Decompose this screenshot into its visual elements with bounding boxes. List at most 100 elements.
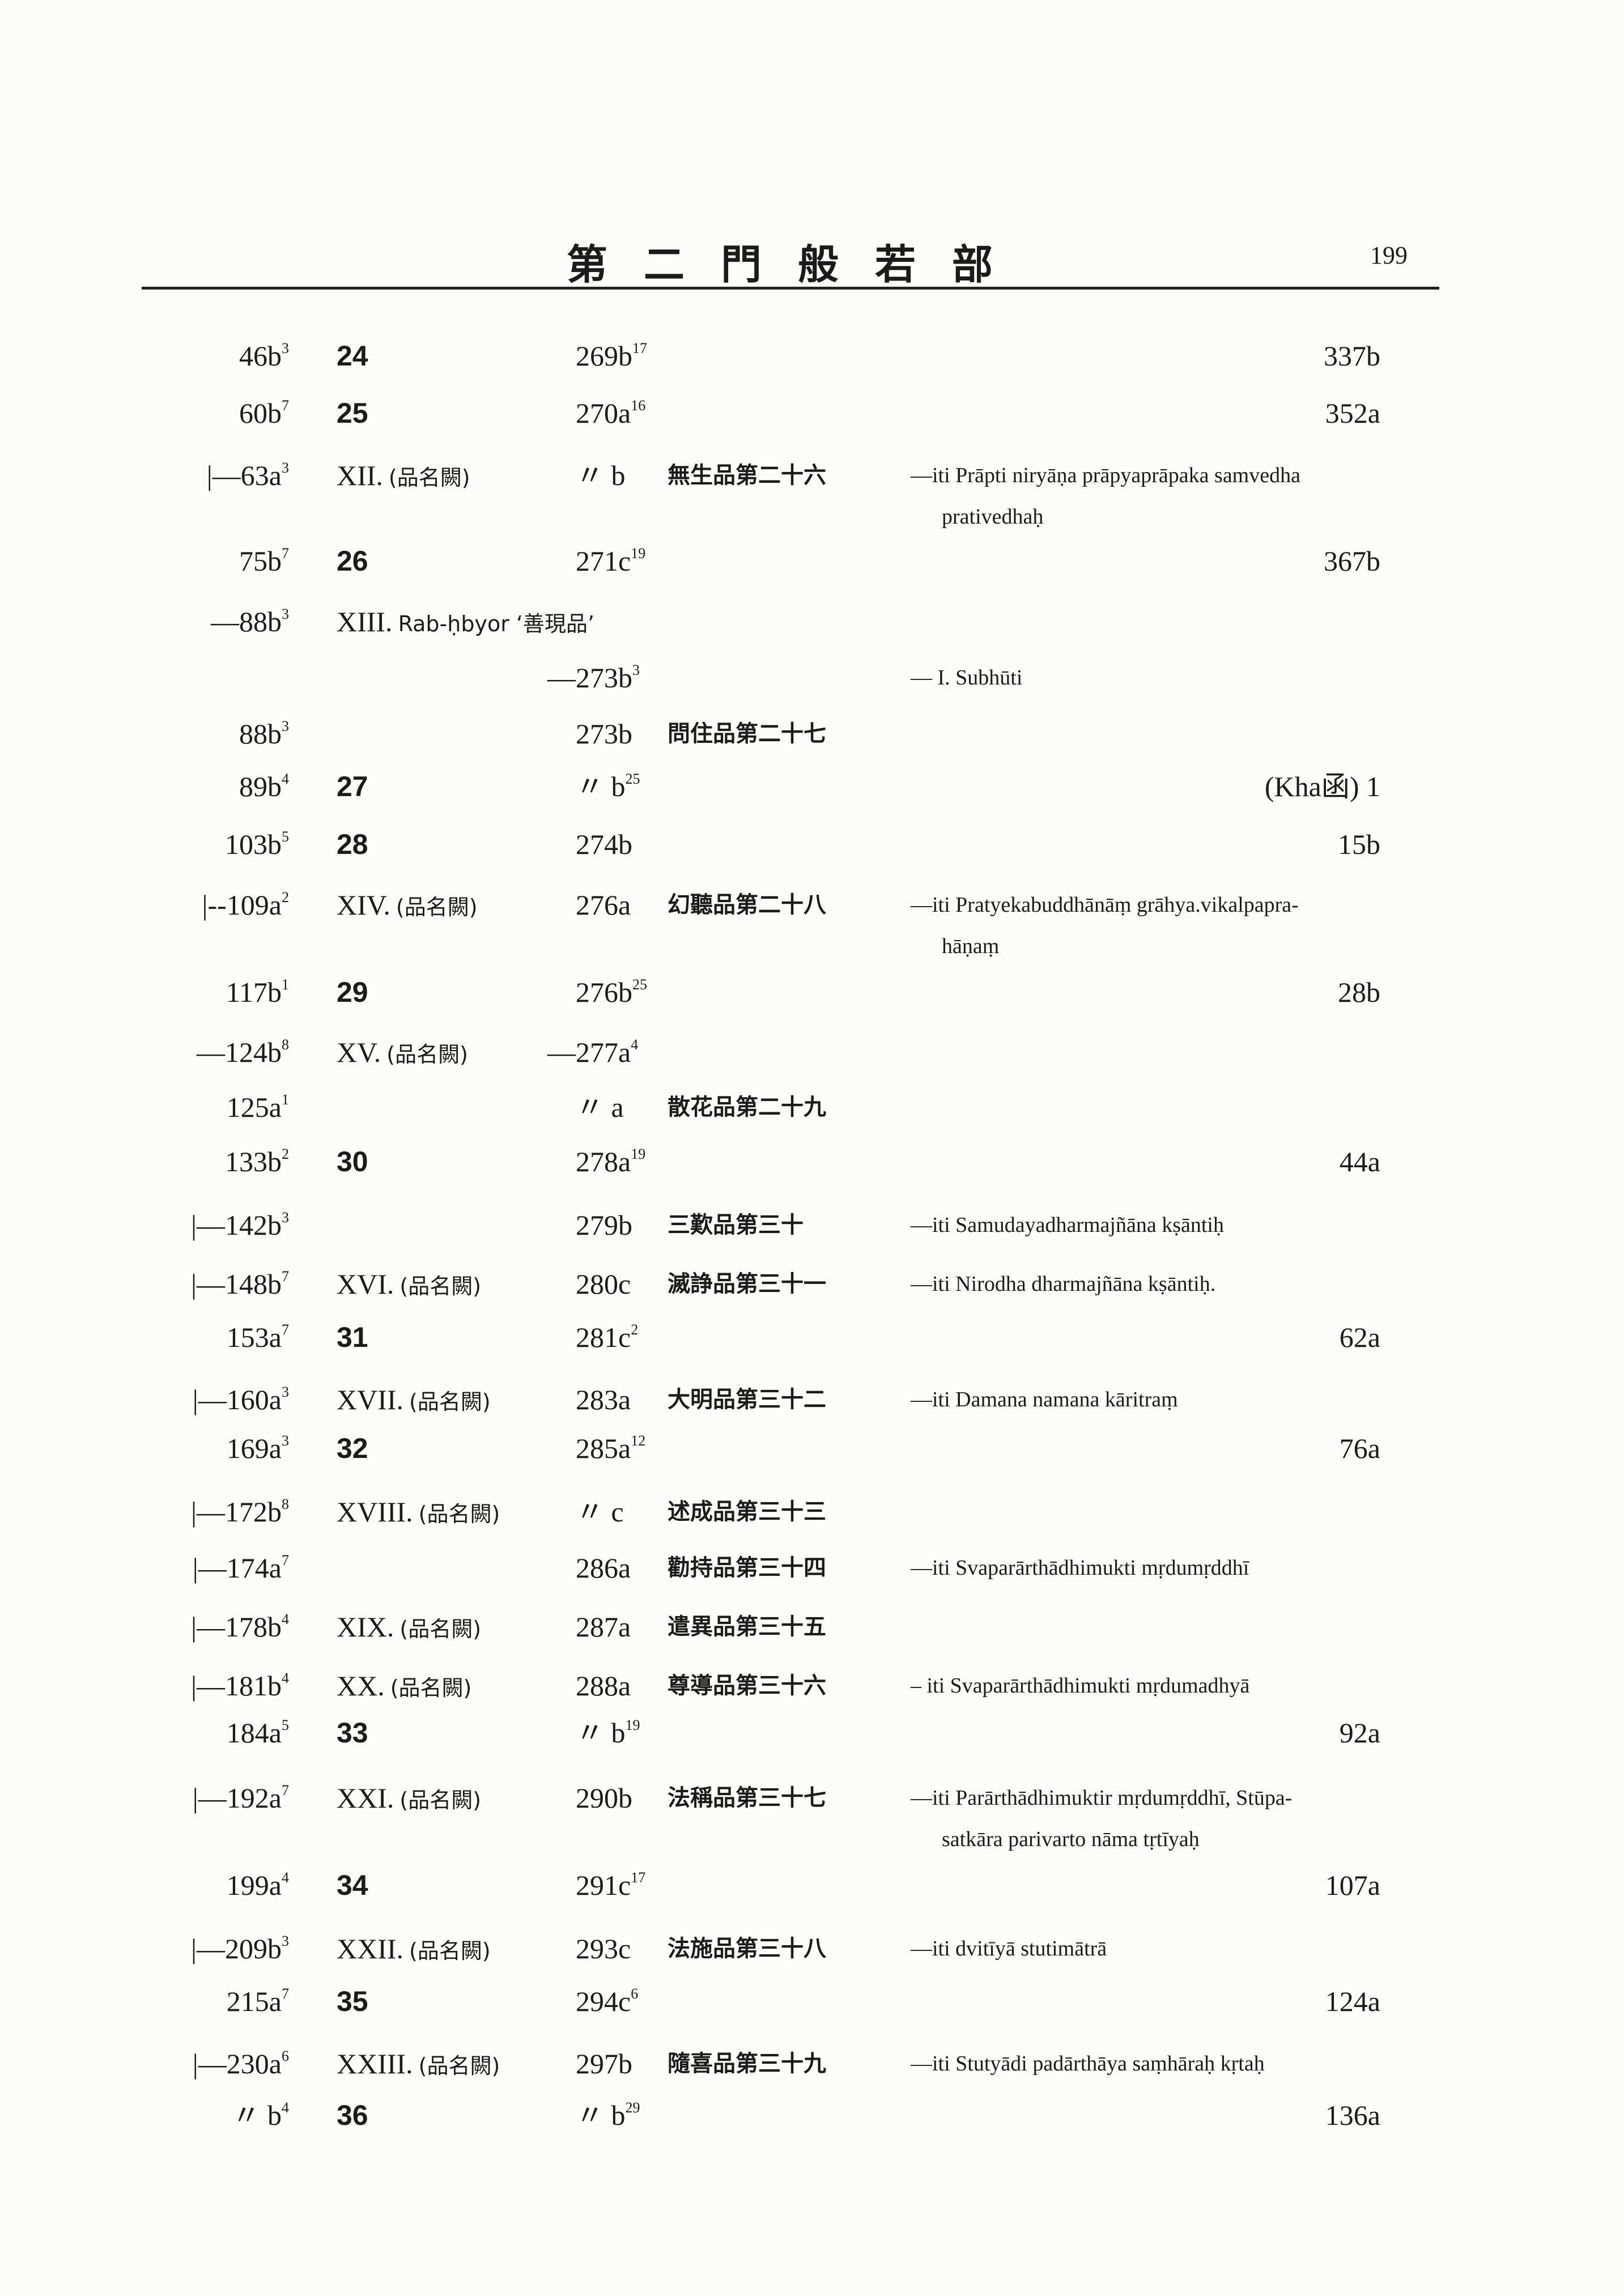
line-number: 25 [632,976,647,993]
chapter-note: (品名闕) [409,1389,491,1414]
line-number: 4 [282,1670,289,1686]
table-row: —273b3 — I. Subhūti [0,661,1624,695]
line-number: 19 [631,545,646,562]
line-number: 4 [282,771,289,787]
section-number: 33 [337,1717,368,1749]
chapter-numeral: XVI. [337,1268,394,1300]
source-folio: 169a3 [227,1431,289,1470]
taisho-ref: 293c [576,1932,631,1966]
chinese-chapter-title: 隨喜品第三十九 [668,2051,826,2077]
chapter-note: (品名闕) [390,1676,472,1700]
taisho-text: 276a [576,889,631,921]
chinese-chapter-title: 無生品第二十六 [668,462,826,488]
source-folio: |—174a7 [193,1551,289,1590]
taisho-ref: 287a [576,1610,631,1644]
chapter: XV. (品名闕) [337,1035,468,1072]
line-number: 4 [282,1869,289,1886]
chapter-numeral: XVIII. [337,1496,413,1528]
chapter: XII. (品名闕) [337,458,470,495]
taisho-text: 278a [576,1146,631,1177]
taisho-text: 283a [576,1384,631,1415]
chapter-numeral: XXII. [337,1933,404,1965]
tibetan-page-ref: 136a [1325,2099,1380,2131]
chapter-numeral: XIX. [337,1611,394,1643]
sanskrit-note: — I. Subhūti [911,666,1023,690]
table-row: 215a7 35 294c6 124a [0,1984,1624,2018]
source-folio: |—172b8 [191,1495,289,1534]
source-folio: |—192a7 [193,1781,289,1820]
line-number: 3 [282,1209,289,1226]
taisho-ref: 〃 a [576,1090,624,1124]
source-folio: 60b7 [239,396,289,435]
folio-text: |—178b [190,1611,282,1643]
tibetan-page-ref: (Kha函) 1 [1264,771,1380,802]
chapter: XIII. Rab-ḥbyor ‘善現品’ [337,605,594,641]
tibetan-page-ref: 76a [1339,1432,1380,1464]
table-row: |—230a6 XXIII. (品名闕) 297b 隨喜品第三十九 —iti Stutyā… [0,2047,1624,2081]
source-folio: 215a7 [227,1984,289,2023]
folio-text: 117b [226,976,282,1008]
line-number: 25 [625,771,640,787]
line-number: 17 [632,340,647,356]
folio-text: |—192a [192,1782,282,1814]
source-folio: 184a5 [227,1716,289,1755]
table-row: |—181b4 XX. (品名闕) 288a 尊導品第三十六 – iti Svaparār… [0,1669,1624,1703]
table-row: 199a4 34 291c17 107a [0,1868,1624,1902]
table-row: |—142b3 279b 三歎品第三十 —iti Samudayadharmajñān… [0,1208,1624,1242]
taisho-ref: 276b25 [576,975,647,1014]
chapter-note: (品名闕) [386,1042,468,1067]
chinese-chapter-title: 幻聽品第二十八 [668,892,826,918]
sanskrit-note: —iti Svaparārthādhimukti mṛdumṛddhī [911,1556,1249,1580]
folio-text: 153a [226,1321,282,1353]
sanskrit-note: —iti Nirodha dharmajñāna kṣāntiḥ. [911,1272,1216,1296]
source-folio: 117b1 [226,975,289,1014]
line-number: 19 [625,1717,640,1733]
header-rule [142,287,1439,290]
source-folio: 88b3 [239,717,289,756]
taisho-ref: 273b [576,717,632,751]
taisho-ref: 281c2 [576,1320,638,1359]
sanskrit-note: —iti Samudayadharmajñāna kṣāntiḥ [911,1213,1224,1237]
taisho-ref: 〃 c [576,1495,624,1529]
page-number: 199 [1370,241,1408,269]
folio-text: 88b [239,718,282,750]
folio-text: —124b [197,1036,282,1068]
table-row: 88b3 273b 問住品第二十七 [0,717,1624,751]
line-number: 2 [282,1146,289,1162]
table-row: |—148b7 XVI. (品名闕) 280c 滅諍品第三十一 —iti Nirodha … [0,1267,1624,1301]
chapter-numeral: XXIII. [337,2048,413,2080]
table-row: 184a5 33 〃 b19 92a [0,1716,1624,1750]
source-folio: —124b8 [197,1035,289,1074]
taisho-text: 287a [576,1611,631,1643]
line-number: 4 [282,1611,289,1627]
line-number: 4 [282,2099,289,2116]
folio-text: |—181b [190,1670,282,1702]
taisho-text: 〃 c [576,1496,624,1528]
section-number: 25 [337,397,368,429]
chapter: XVII. (品名闕) [337,1383,491,1419]
taisho-ref: 270a16 [576,396,645,435]
table-row: 169a3 32 285a12 76a [0,1431,1624,1465]
tibetan-page-ref: 337b [1324,340,1380,372]
tibetan-page-ref: 92a [1339,1717,1380,1749]
table-row: 46b3 24 269b17 337b [0,339,1624,373]
table-row: 117b1 29 276b25 28b [0,975,1624,1009]
table-row: |—178b4 XIX. (品名闕) 287a 遣異品第三十五 [0,1610,1624,1644]
section-number: 34 [337,1869,368,1901]
folio-text: 46b [239,340,282,372]
chapter: XIV. (品名闕) [337,888,478,924]
section-number: 29 [337,976,368,1008]
table-row: 103b5 28 274b 15b [0,827,1624,861]
chapter-numeral: XII. [337,460,383,491]
folio-text: —88b [211,606,282,637]
taisho-text: 〃 b [576,2099,626,2131]
taisho-ref: 〃 b [576,458,626,492]
source-folio: |—178b4 [191,1610,289,1649]
taisho-ref: 269b17 [576,339,647,378]
line-number: 3 [282,718,289,734]
folio-text: 215a [226,1985,282,2017]
line-number: 17 [631,1869,646,1886]
line-number: 6 [282,2048,289,2064]
folio-text: |—174a [192,1552,282,1584]
chinese-chapter-title: 問住品第二十七 [668,721,826,747]
